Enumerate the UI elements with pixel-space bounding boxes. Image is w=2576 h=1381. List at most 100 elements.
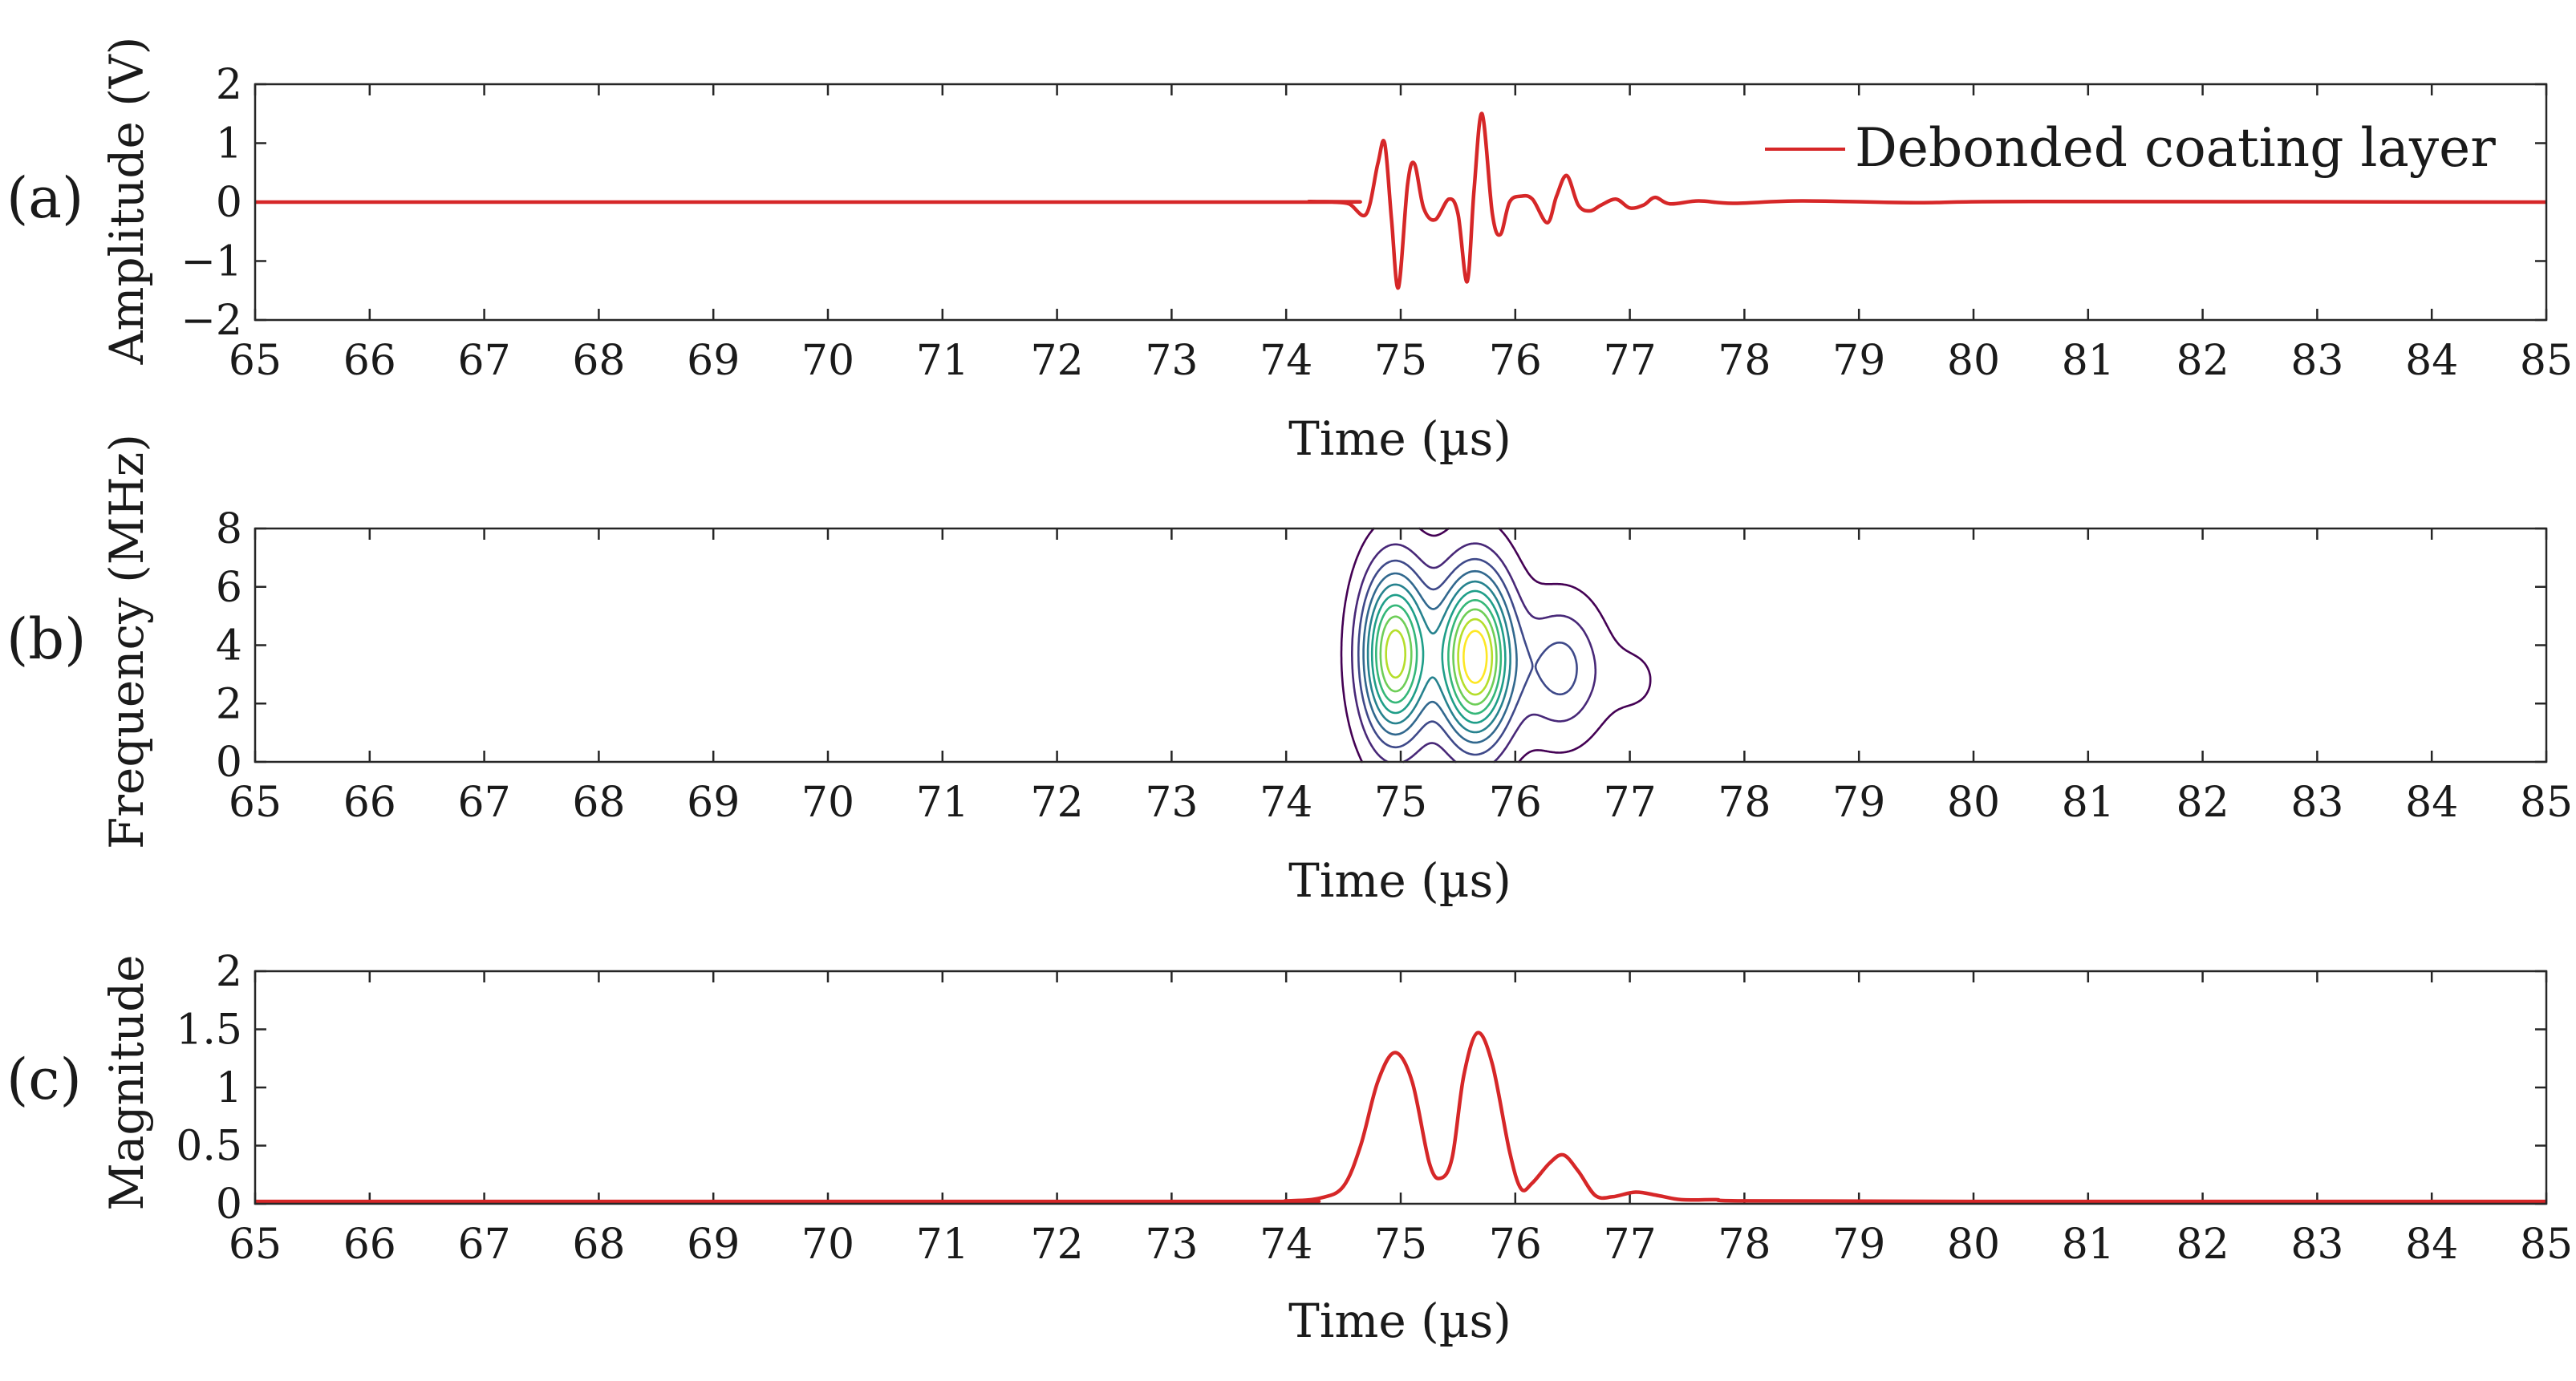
panel-a-x-tick-label: 77 [1604, 337, 1657, 385]
panel-b-x-tick-label: 79 [1832, 779, 1885, 827]
panel-a-x-tick-label: 66 [343, 337, 396, 385]
panel-a-x-tick-label: 79 [1832, 337, 1885, 385]
panel-b-contour-level-3 [1362, 569, 1518, 744]
panel-a-x-tick-label: 84 [2405, 337, 2458, 385]
panel-c-x-tick-label: 76 [1489, 1221, 1542, 1269]
panel-b-x-tick-label: 81 [2062, 779, 2115, 827]
panel-b-contour-level-2 [1357, 557, 1578, 756]
panel-a-x-tick-label: 82 [2176, 337, 2229, 385]
panel-c-y-tick-label: 2 [216, 948, 242, 996]
panel-b-contour-level-8 [1385, 618, 1494, 696]
legend-label-debonded-coating-layer: Debonded coating layer [1855, 117, 2496, 179]
panel-b-x-tick-label: 69 [687, 779, 740, 827]
panel-c-x-tick-label: 80 [1947, 1221, 2000, 1269]
panel-b-x-tick-label: 80 [1947, 779, 2000, 827]
panel-a-label: (a) [6, 165, 83, 231]
panel-b-y-tick-label: 4 [216, 622, 242, 670]
panel-a-x-tick-label: 75 [1374, 337, 1427, 385]
panel-b-y-tick-label: 8 [216, 505, 242, 553]
panel-a-x-tick-label: 80 [1947, 337, 2000, 385]
panel-b-contour-level-6 [1375, 599, 1503, 715]
panel-c-label: (c) [6, 1047, 82, 1112]
panel-a-y-tick-label: 1 [216, 120, 242, 168]
panel-b-x-tick-label: 83 [2290, 779, 2343, 827]
panel-a-ticks: 65 66 67 68 69 70 71 72 73 74 75 76 77 78 79 80 81 82 83 84… [181, 61, 2573, 385]
panel-b-x-tick-label: 74 [1260, 779, 1312, 827]
panel-c-y-tick-label: 0.5 [176, 1123, 242, 1171]
panel-a-plot-frame [254, 83, 2548, 322]
panel-c-x-tick-label: 74 [1260, 1221, 1312, 1269]
panel-b-contour-level-1 [1351, 542, 1597, 763]
panel-b-x-tick-label: 66 [343, 779, 396, 827]
panel-b-x-tick-label: 78 [1718, 779, 1771, 827]
panel-c-x-tick-label: 75 [1374, 1221, 1427, 1269]
panel-c-x-tick-label: 77 [1604, 1221, 1657, 1269]
panel-a-x-tick-label: 65 [229, 337, 282, 385]
panel-a-x-tick-label: 73 [1145, 337, 1198, 385]
panel-c-x-tick-label: 66 [343, 1221, 396, 1269]
panel-c-y-tick-label: 1 [216, 1064, 242, 1112]
panel-b-x-axis-title: Time (µs) [1288, 853, 1511, 908]
panel-a-x-tick-label: 68 [572, 337, 625, 385]
panel-c-x-tick-label: 73 [1145, 1221, 1198, 1269]
panel-b-x-tick-label: 67 [458, 779, 511, 827]
panel-a-x-tick-label: 76 [1489, 337, 1542, 385]
panel-b-label: (b) [6, 606, 86, 672]
panel-b-x-tick-label: 73 [1145, 779, 1198, 827]
panel-c-ticks: 65 66 67 68 69 70 71 72 73 74 75 76 77 78 79 80 81 82 83 84… [176, 948, 2573, 1269]
panel-c-x-tick-label: 67 [458, 1221, 511, 1269]
panel-c-x-tick-label: 79 [1832, 1221, 1885, 1269]
panel-a-x-tick-label: 83 [2290, 337, 2343, 385]
panel-c-x-tick-label: 81 [2062, 1221, 2115, 1269]
panel-b-contour-level-0 [1340, 527, 1652, 763]
panel-a-y-tick-label: 2 [216, 61, 242, 109]
panel-c-x-tick-label: 82 [2176, 1221, 2229, 1269]
panel-a: (a) Amplitude (V) Time (µs) 65 66 67 68 69 70… [6, 37, 2573, 466]
panel-b-y-tick-label: 6 [216, 564, 242, 612]
panel-b-x-tick-label: 84 [2405, 779, 2458, 827]
panel-a-x-tick-label: 69 [687, 337, 740, 385]
panel-c-x-tick-label: 84 [2405, 1221, 2458, 1269]
panel-c: (c) Magnitude Time (µs) 65 66 67 68 69 70 71 72… [6, 948, 2573, 1348]
panel-a-y-tick-label: −2 [181, 297, 242, 345]
panel-b-contour-level-7 [1379, 608, 1498, 706]
panel-b-x-tick-label: 75 [1374, 779, 1427, 827]
panel-c-x-tick-label: 71 [916, 1221, 969, 1269]
panel-b-contours [1340, 527, 1652, 763]
panel-c-x-tick-label: 65 [229, 1221, 282, 1269]
panel-b-contour-level-5 [1370, 589, 1507, 724]
panel-a-x-tick-label: 67 [458, 337, 511, 385]
panel-b-y-tick-label: 2 [216, 680, 242, 728]
panel-c-series [254, 1031, 2547, 1204]
panel-c-plot-frame [254, 970, 2548, 1205]
panel-b-x-tick-label: 68 [572, 779, 625, 827]
panel-a-x-tick-label: 74 [1260, 337, 1312, 385]
panel-b-contour-level-9 [1462, 630, 1488, 684]
panel-c-series-line-0 [254, 1031, 2547, 1204]
panel-c-y-tick-label: 0 [216, 1181, 242, 1229]
panel-c-x-tick-label: 70 [801, 1221, 854, 1269]
panel-a-x-tick-label: 72 [1031, 337, 1084, 385]
panel-b-x-tick-label: 85 [2520, 779, 2573, 827]
panel-c-y-tick-label: 1.5 [176, 1006, 242, 1055]
panel-a-y-tick-label: 0 [216, 179, 242, 227]
panel-b-x-tick-label: 70 [801, 779, 854, 827]
panel-c-x-tick-label: 69 [687, 1221, 740, 1269]
panel-b-contour-level-4 [1366, 580, 1511, 734]
panel-c-x-tick-label: 85 [2520, 1221, 2573, 1269]
panel-c-y-axis-title: Magnitude [99, 954, 154, 1210]
panel-b-ticks: 65 66 67 68 69 70 71 72 73 74 75 76 77 78 79 80 81 82 83 84… [216, 505, 2573, 827]
panel-a-x-tick-label: 71 [916, 337, 969, 385]
panel-b-x-tick-label: 82 [2176, 779, 2229, 827]
panel-a-x-tick-label: 85 [2520, 337, 2573, 385]
panel-c-x-tick-label: 78 [1718, 1221, 1771, 1269]
panel-c-x-tick-label: 68 [572, 1221, 625, 1269]
panel-a-x-tick-label: 81 [2062, 337, 2115, 385]
panel-a-x-tick-label: 70 [801, 337, 854, 385]
panel-a-y-axis-title: Amplitude (V) [99, 37, 154, 366]
panel-a-series [254, 111, 2547, 290]
panel-b-x-tick-label: 72 [1031, 779, 1084, 827]
panel-b-x-tick-label: 71 [916, 779, 969, 827]
panel-a-y-tick-label: −1 [181, 238, 242, 286]
